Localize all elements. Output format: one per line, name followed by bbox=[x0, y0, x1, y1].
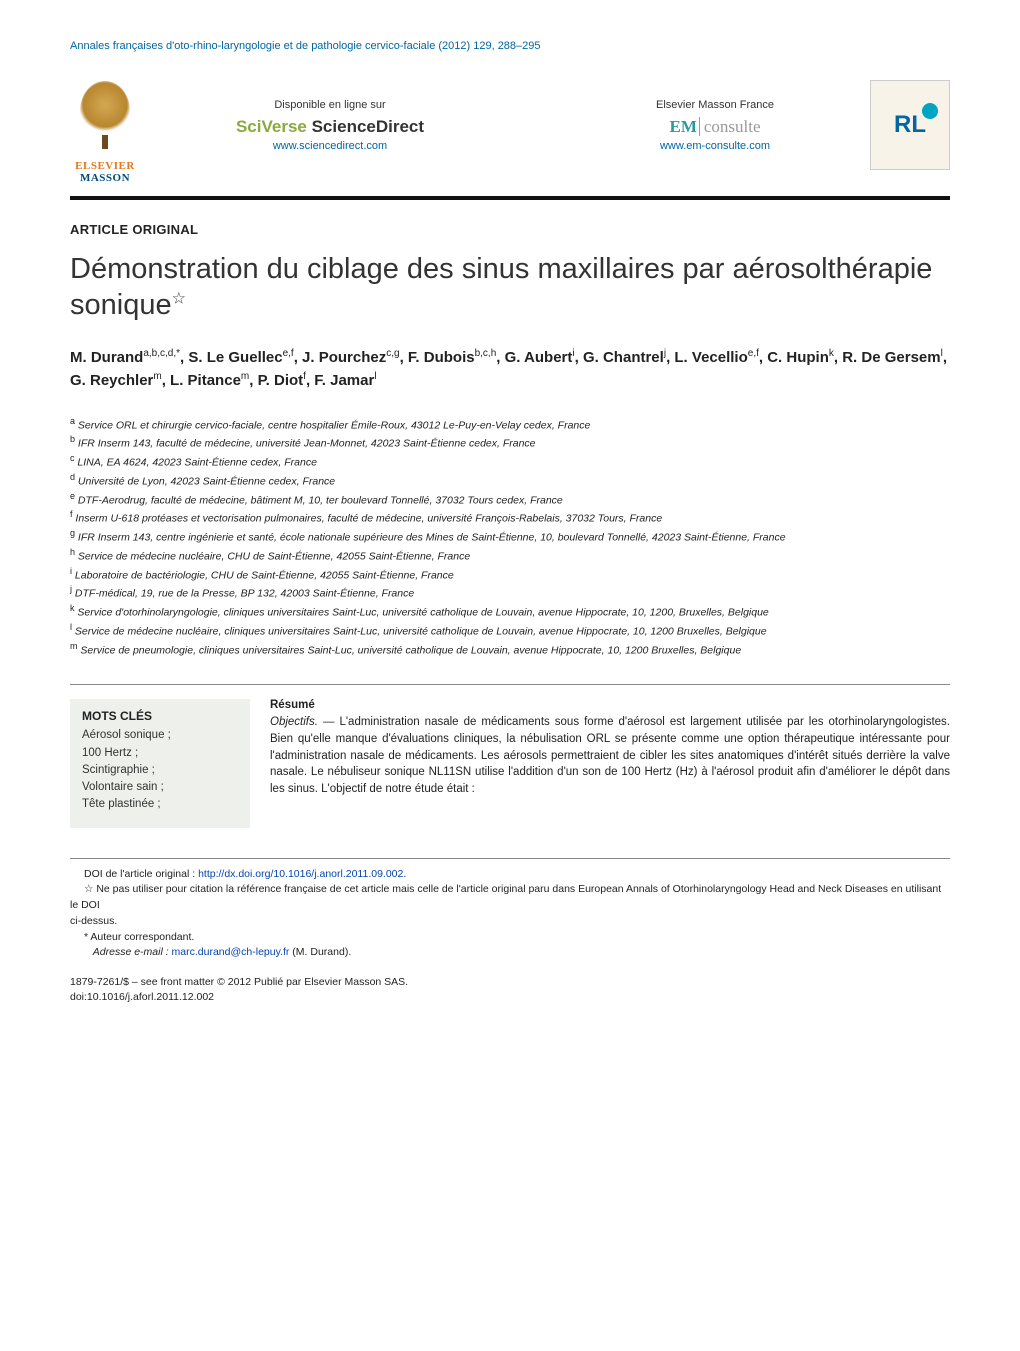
email-link[interactable]: marc.durand@ch-lepuy.fr bbox=[172, 946, 290, 958]
doi-link[interactable]: http://dx.doi.org/10.1016/j.anorl.2011.0… bbox=[198, 868, 403, 880]
elsevier-label: ELSEVIER bbox=[75, 160, 135, 172]
article-type: ARTICLE ORIGINAL bbox=[70, 222, 950, 237]
article-title: Démonstration du ciblage des sinus maxil… bbox=[70, 251, 950, 324]
footnote-citation-note-cont: ci-dessus. bbox=[70, 914, 950, 930]
keyword-item: Aérosol sonique ; bbox=[82, 727, 238, 744]
footer-metadata: 1879-7261/$ – see front matter © 2012 Pu… bbox=[70, 975, 950, 1004]
publisher-header: ELSEVIER MASSON Disponible en ligne sur … bbox=[70, 66, 950, 184]
affiliation-item: i Laboratoire de bactériologie, CHU de S… bbox=[70, 565, 950, 584]
doi-line: doi:10.1016/j.aforl.2011.12.002 bbox=[70, 990, 950, 1005]
abstract-text: Objectifs. — L'administration nasale de … bbox=[270, 714, 950, 797]
keyword-item: Tête plastinée ; bbox=[82, 796, 238, 813]
affiliation-item: b IFR Inserm 143, faculté de médecine, u… bbox=[70, 433, 950, 452]
affiliation-item: d Université de Lyon, 42023 Saint-Étienn… bbox=[70, 471, 950, 490]
footnotes: DOI de l'article original : http://dx.do… bbox=[70, 858, 950, 962]
affiliation-item: g IFR Inserm 143, centre ingénierie et s… bbox=[70, 527, 950, 546]
elsevier-masson-logo: ELSEVIER MASSON bbox=[70, 66, 140, 184]
journal-citation: Annales françaises d'oto-rhino-laryngolo… bbox=[70, 40, 950, 52]
em-title: Elsevier Masson France bbox=[656, 99, 774, 111]
footnote-citation-note: ☆ Ne pas utiliser pour citation la référ… bbox=[70, 882, 950, 914]
author-list: M. Duranda,b,c,d,*, S. Le Guellece,f, J.… bbox=[70, 346, 950, 393]
affiliation-item: m Service de pneumologie, cliniques univ… bbox=[70, 640, 950, 659]
copyright-line: 1879-7261/$ – see front matter © 2012 Pu… bbox=[70, 975, 950, 990]
affiliation-item: f Inserm U-618 protéases et vectorisatio… bbox=[70, 508, 950, 527]
affiliation-item: k Service d'otorhinolaryngologie, cliniq… bbox=[70, 602, 950, 621]
title-footnote-star: ☆ bbox=[172, 291, 186, 308]
sd-available-label: Disponible en ligne sur bbox=[236, 99, 424, 111]
footnote-email: Adresse e-mail : marc.durand@ch-lepuy.fr… bbox=[70, 945, 950, 961]
elsevier-tree-icon bbox=[80, 81, 130, 141]
sd-url[interactable]: www.sciencedirect.com bbox=[236, 140, 424, 152]
emconsulte-logo: EMconsulte bbox=[656, 117, 774, 137]
footnote-corresponding: * Auteur correspondant. bbox=[70, 930, 950, 946]
sciencedirect-logo: SciVerse ScienceDirect bbox=[236, 117, 424, 137]
sciencedirect-block: Disponible en ligne sur SciVerse Science… bbox=[236, 99, 424, 152]
affiliation-item: h Service de médecine nucléaire, CHU de … bbox=[70, 546, 950, 565]
affiliation-item: c LINA, EA 4624, 42023 Saint-Étienne ced… bbox=[70, 452, 950, 471]
keywords-box: MOTS CLÉS Aérosol sonique ;100 Hertz ;Sc… bbox=[70, 699, 250, 827]
abstract-box: Résumé Objectifs. — L'administration nas… bbox=[270, 699, 950, 827]
keywords-list: Aérosol sonique ;100 Hertz ;Scintigraphi… bbox=[82, 727, 238, 813]
em-url[interactable]: www.em-consulte.com bbox=[656, 140, 774, 152]
footnote-doi: DOI de l'article original : http://dx.do… bbox=[70, 867, 950, 883]
abstract-heading: Résumé bbox=[270, 699, 950, 711]
header-rule bbox=[70, 196, 950, 200]
affiliation-list: a Service ORL et chirurgie cervico-facia… bbox=[70, 415, 950, 659]
emconsulte-block: Elsevier Masson France EMconsulte www.em… bbox=[656, 99, 774, 152]
keywords-heading: MOTS CLÉS bbox=[82, 709, 238, 723]
masson-label: MASSON bbox=[80, 172, 130, 184]
affiliation-item: j DTF-médical, 19, rue de la Presse, BP … bbox=[70, 583, 950, 602]
journal-cover-thumb: RL bbox=[870, 80, 950, 170]
keyword-item: Scintigraphie ; bbox=[82, 762, 238, 779]
affiliation-item: e DTF-Aerodrug, faculté de médecine, bât… bbox=[70, 490, 950, 509]
orl-logo-icon: RL bbox=[894, 111, 926, 139]
affiliation-item: l Service de médecine nucléaire, cliniqu… bbox=[70, 621, 950, 640]
keyword-item: Volontaire sain ; bbox=[82, 779, 238, 796]
affiliation-item: a Service ORL et chirurgie cervico-facia… bbox=[70, 415, 950, 434]
keyword-item: 100 Hertz ; bbox=[82, 745, 238, 762]
